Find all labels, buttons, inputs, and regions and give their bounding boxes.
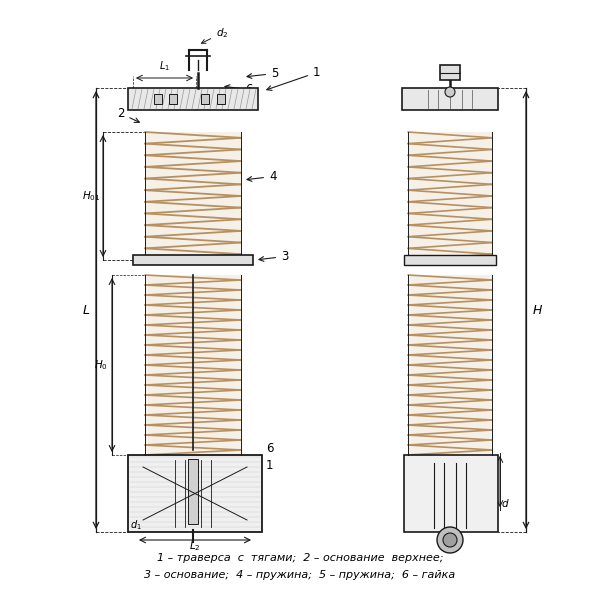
Bar [145,275,241,455]
Text: 2: 2 [117,107,139,122]
Text: 6: 6 [266,442,274,455]
Text: $L$: $L$ [82,304,90,317]
Text: 3: 3 [259,250,289,263]
Text: 4: 4 [247,170,277,183]
Bar [408,275,492,455]
Text: $d$: $d$ [501,497,509,509]
Text: $d_2$: $d_2$ [202,26,229,43]
Circle shape [437,527,463,553]
Text: 1: 1 [267,66,320,91]
Bar [128,455,262,532]
Bar [133,255,253,265]
Text: $L_1$: $L_1$ [159,59,170,73]
Text: 3 – основание;  4 – пружина;  5 – пружина;  6 – гайка: 3 – основание; 4 – пружина; 5 – пружина;… [145,570,455,580]
Bar [154,94,162,104]
Text: $H_{01}$: $H_{01}$ [82,189,100,203]
Bar [201,94,209,104]
Text: $d_1$: $d_1$ [130,518,142,532]
Bar [404,255,496,265]
Circle shape [443,533,457,547]
Bar [145,132,241,260]
Circle shape [445,87,455,97]
Text: $H$: $H$ [532,304,543,317]
Text: 6: 6 [225,83,253,96]
Bar [440,65,460,80]
Text: $L_2$: $L_2$ [189,539,201,553]
Bar [169,94,177,104]
Bar [402,88,498,110]
Bar [404,455,498,532]
Bar [217,94,225,104]
Text: 5: 5 [247,67,278,80]
Text: 1 – траверса  с  тягами;  2 – основание  верхнее;: 1 – траверса с тягами; 2 – основание вер… [157,553,443,563]
Bar [128,88,258,110]
Bar [408,132,492,260]
Text: 1: 1 [266,459,274,472]
Text: $H_0$: $H_0$ [94,358,108,372]
Bar [188,459,198,524]
